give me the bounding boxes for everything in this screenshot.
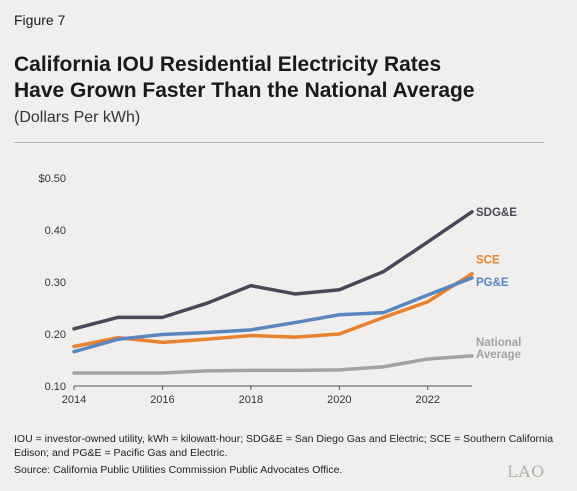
chart-title-line-2: Have Grown Faster Than the National Aver…: [14, 79, 475, 102]
series-line-0: [72, 210, 474, 331]
line-chart: 0.100.200.300.40$0.50 2014 2016 2018 2020 20…: [38, 173, 521, 406]
y-tick-label: 0.10: [45, 381, 66, 393]
series-label-3: National Average: [476, 337, 521, 361]
series-label-line: Average: [476, 349, 521, 361]
y-tick-label: 0.20: [45, 329, 66, 341]
series-label-2: PG&E: [476, 277, 509, 289]
y-tick-label: 0.30: [45, 277, 66, 289]
series-labels: SDG&E SCE PG&E National Average: [476, 207, 521, 361]
footnote: IOU = investor-owned utility, kWh = kilo…: [14, 433, 554, 459]
x-tick-label: 2016: [150, 394, 174, 406]
y-tick-label: $0.50: [38, 173, 66, 185]
series-line-1: [72, 271, 474, 349]
x-tick-label: 2022: [416, 394, 440, 406]
y-axis: 0.10 0.20 0.30 0.40 $0.50: [38, 173, 66, 393]
series-label-0: SDG&E: [476, 207, 517, 219]
lao-logo: LAO: [507, 462, 546, 481]
series-line-2: [72, 276, 474, 354]
title-divider: [14, 142, 544, 143]
chart-title: California IOU Residential Electricity R…: [14, 52, 554, 104]
series-line-3: [72, 354, 474, 375]
x-tick-label: 2014: [62, 394, 86, 406]
series-lines: [72, 210, 474, 375]
x-tick-label: 2018: [239, 394, 263, 406]
series-label-1: SCE: [476, 255, 500, 267]
series-label-line: PG&E: [476, 277, 509, 289]
chart-subtitle: (Dollars Per kWh): [14, 109, 141, 126]
x-axis: 2014 2016 2018 2020 2022: [62, 386, 440, 406]
series-label-line: National: [476, 337, 521, 349]
series-label-line: SCE: [476, 255, 500, 267]
series-label-line: SDG&E: [476, 207, 517, 219]
chart-title-line-1: California IOU Residential Electricity R…: [14, 53, 442, 76]
figure-label: Figure 7: [14, 12, 66, 28]
source-note: Source: California Public Utilities Comm…: [14, 464, 343, 476]
x-tick-label: 2020: [327, 394, 351, 406]
y-tick-label: 0.40: [45, 225, 66, 237]
